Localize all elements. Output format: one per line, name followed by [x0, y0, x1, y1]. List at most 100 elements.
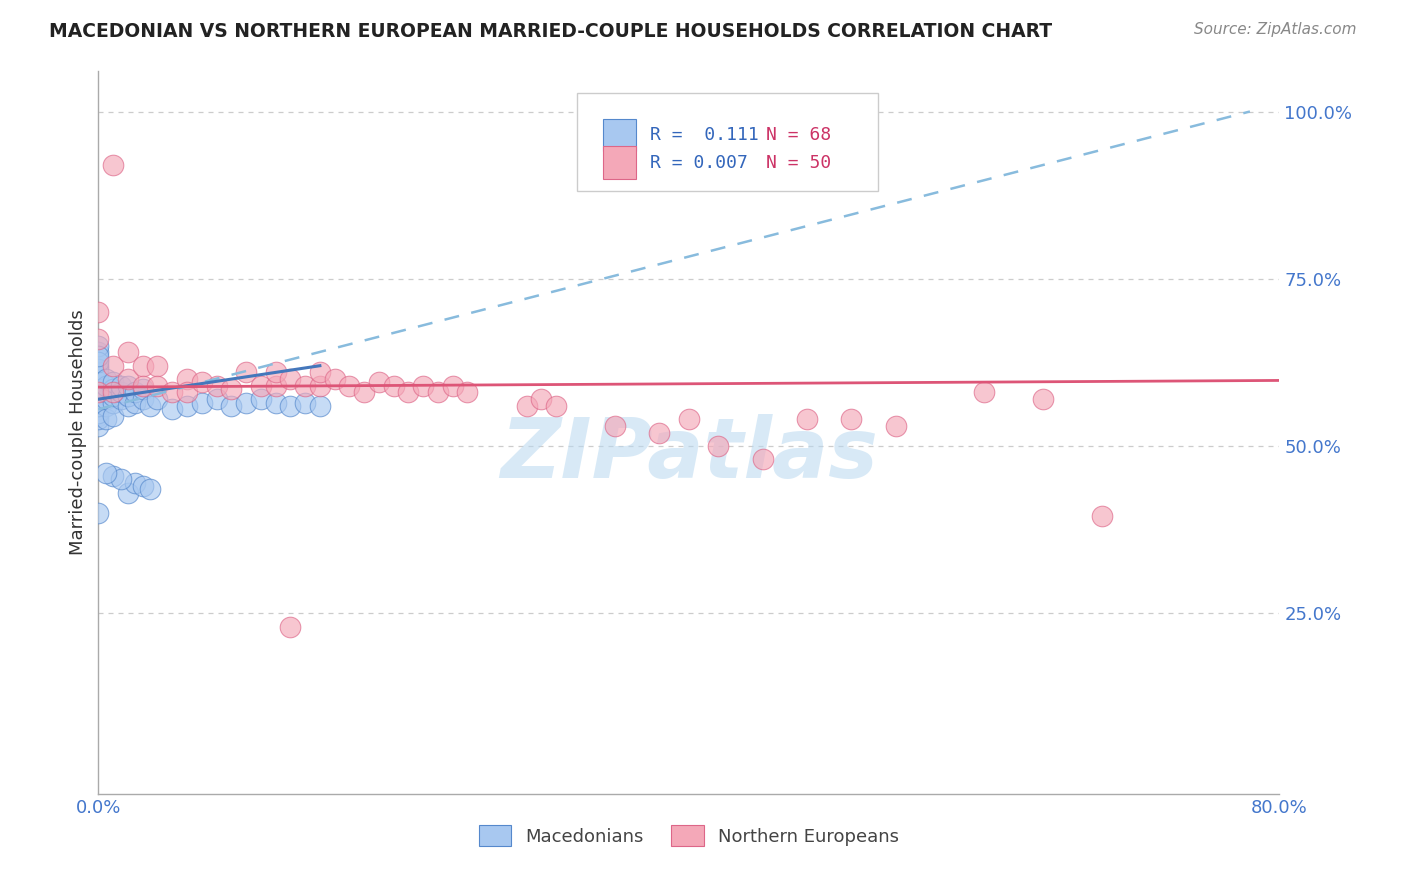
Point [87, 345, 110, 359]
Point [973, 385, 995, 400]
Point [707, 439, 730, 453]
Point [87, 368, 110, 383]
Point [796, 412, 818, 426]
Point [87, 506, 110, 520]
Point [280, 372, 302, 386]
Point [309, 366, 332, 380]
Point [412, 379, 434, 393]
Point [176, 385, 198, 400]
Text: N = 68: N = 68 [766, 126, 831, 145]
Text: MACEDONIAN VS NORTHERN EUROPEAN MARRIED-COUPLE HOUSEHOLDS CORRELATION CHART: MACEDONIAN VS NORTHERN EUROPEAN MARRIED-… [49, 22, 1052, 41]
Point [87, 385, 110, 400]
Point [87, 405, 110, 420]
Text: N = 50: N = 50 [766, 153, 831, 171]
Point [427, 385, 450, 400]
Point [441, 379, 464, 393]
Point [94, 412, 117, 426]
Point [382, 379, 405, 393]
Point [752, 452, 775, 467]
Text: Source: ZipAtlas.com: Source: ZipAtlas.com [1194, 22, 1357, 37]
Point [250, 392, 273, 407]
Point [124, 475, 146, 490]
Point [146, 392, 169, 407]
Point [117, 485, 139, 500]
Point [176, 399, 198, 413]
Point [546, 399, 568, 413]
Point [648, 425, 671, 440]
Point [205, 392, 228, 407]
Point [103, 158, 125, 172]
Point [87, 382, 110, 396]
Text: R = 0.007: R = 0.007 [650, 153, 748, 171]
Point [309, 379, 332, 393]
Point [205, 379, 228, 393]
Point [87, 366, 110, 380]
Point [103, 389, 125, 403]
Point [176, 372, 198, 386]
Point [516, 399, 538, 413]
Point [103, 359, 125, 373]
Point [110, 385, 132, 400]
Point [87, 339, 110, 353]
Point [309, 399, 332, 413]
Point [235, 366, 257, 380]
Point [280, 399, 302, 413]
Point [339, 379, 361, 393]
Point [117, 399, 139, 413]
Point [132, 379, 155, 393]
Point [841, 412, 863, 426]
Point [678, 412, 700, 426]
Point [124, 395, 146, 409]
Point [323, 372, 346, 386]
Point [117, 379, 139, 393]
Point [132, 359, 155, 373]
Point [146, 359, 169, 373]
Point [87, 412, 110, 426]
Point [103, 395, 125, 409]
Point [1091, 509, 1114, 524]
Point [87, 355, 110, 369]
Point [353, 385, 375, 400]
Point [457, 385, 479, 400]
Point [87, 372, 110, 386]
FancyBboxPatch shape [576, 93, 877, 191]
Point [264, 366, 287, 380]
Point [191, 376, 214, 390]
Point [139, 399, 162, 413]
Point [530, 392, 553, 407]
Point [94, 385, 117, 400]
Point [87, 349, 110, 363]
Point [87, 392, 110, 407]
Point [221, 382, 243, 396]
Point [87, 305, 110, 319]
Point [110, 392, 132, 407]
Point [1032, 392, 1054, 407]
Point [117, 389, 139, 403]
Point [103, 382, 125, 396]
Point [103, 469, 125, 483]
Point [110, 379, 132, 393]
Legend: Macedonians, Northern Europeans: Macedonians, Northern Europeans [471, 818, 907, 854]
Point [87, 362, 110, 376]
Point [87, 332, 110, 346]
Point [103, 376, 125, 390]
Point [605, 419, 627, 434]
Point [398, 385, 420, 400]
Point [132, 479, 155, 493]
Point [87, 352, 110, 367]
Point [221, 399, 243, 413]
Point [146, 379, 169, 393]
Point [87, 419, 110, 434]
Point [94, 379, 117, 393]
Point [87, 399, 110, 413]
Point [94, 392, 117, 407]
Point [294, 379, 316, 393]
Bar [603, 119, 636, 152]
Point [87, 392, 110, 407]
Point [87, 389, 110, 403]
Point [87, 376, 110, 390]
Point [87, 359, 110, 373]
Text: R =  0.111: R = 0.111 [650, 126, 759, 145]
Bar [603, 146, 636, 178]
Point [87, 402, 110, 417]
